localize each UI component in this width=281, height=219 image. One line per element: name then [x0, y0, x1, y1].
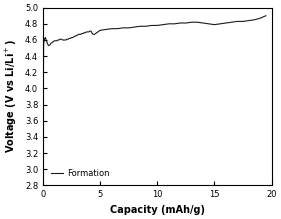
Formation: [44, 38, 47, 41]
Legend: Formation: Formation: [47, 166, 113, 181]
Formation: [161, 23, 165, 26]
Line: Formation: Formation: [43, 16, 266, 129]
Y-axis label: Voltage (V vs Li/Li$^+$): Voltage (V vs Li/Li$^+$): [4, 40, 19, 154]
Formation: [94, 32, 97, 35]
Formation: [57, 39, 61, 41]
Formation: [41, 127, 45, 130]
X-axis label: Capacity (mAh/g): Capacity (mAh/g): [110, 205, 205, 215]
Formation: [52, 40, 55, 43]
Formation: [264, 14, 268, 17]
Formation: [133, 26, 136, 28]
